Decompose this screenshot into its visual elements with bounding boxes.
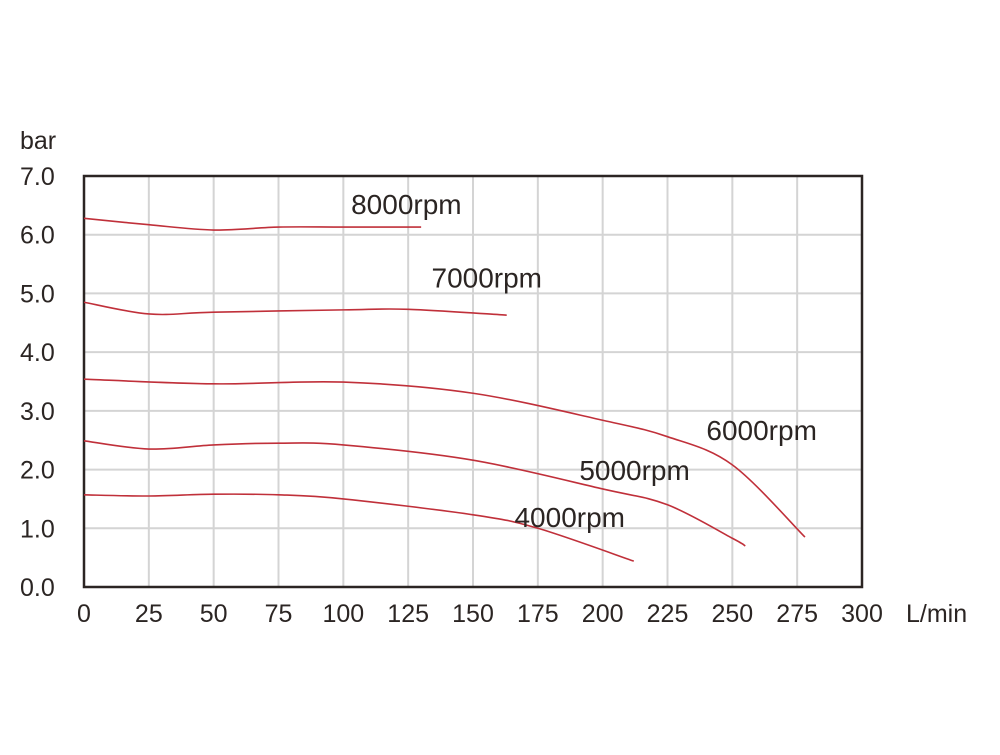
x-tick-label: 250 [711,600,753,628]
y-axis-ticks: 0.0 1.0 2.0 3.0 4.0 5.0 6.0 7.0 [20,163,55,602]
curve-label-6000rpm: 6000rpm [706,415,817,446]
x-axis-ticks: 0 25 50 75 100 125 150 175 200 225 250 275 300 [77,600,883,628]
y-tick-label: 7.0 [20,163,55,191]
curve-4000rpm [83,493,635,562]
x-tick-label: 150 [452,600,494,628]
x-tick-label: 225 [647,600,689,628]
curve-7000rpm [83,301,507,316]
curve-label-5000rpm: 5000rpm [579,455,690,486]
x-tick-label: 50 [200,600,228,628]
x-tick-label: 275 [776,600,818,628]
curve-6000rpm [83,378,806,538]
y-tick-label: 0.0 [20,574,55,602]
x-axis-label: L/min [906,600,967,628]
y-tick-label: 4.0 [20,339,55,367]
y-tick-label: 2.0 [20,457,55,485]
curve-8000rpm [83,217,422,231]
x-tick-label: 200 [582,600,624,628]
x-tick-label: 25 [135,600,163,628]
curve-label-4000rpm: 4000rpm [514,502,625,533]
x-tick-label: 75 [265,600,293,628]
grid-lines [84,176,862,587]
curve-label-8000rpm: 8000rpm [351,189,462,220]
curve-5000rpm [83,440,746,547]
x-tick-label: 100 [322,600,364,628]
y-tick-label: 1.0 [20,515,55,543]
plot-frame [82,174,864,589]
curves: 8000rpm 7000rpm 6000rpm 5000rpm 4000rpm [83,189,817,562]
x-tick-label: 0 [77,600,91,628]
x-tick-label: 300 [841,600,883,628]
x-tick-label: 175 [517,600,559,628]
curve-label-7000rpm: 7000rpm [432,263,543,294]
y-tick-label: 3.0 [20,398,55,426]
y-tick-label: 5.0 [20,280,55,308]
y-axis-label: bar [20,127,56,155]
y-tick-label: 6.0 [20,222,55,250]
x-tick-label: 125 [387,600,429,628]
